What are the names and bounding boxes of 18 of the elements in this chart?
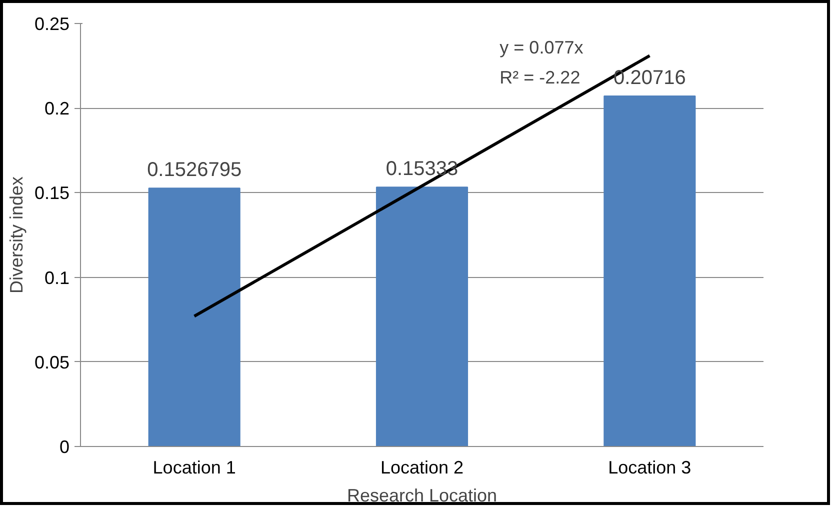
bar — [604, 95, 696, 446]
y-axis-title: Diversity index — [6, 176, 26, 294]
data-label: 0.20716 — [614, 66, 686, 89]
bar — [376, 186, 468, 446]
y-tick-label: 0.1 — [44, 268, 70, 288]
y-tick-label: 0.2 — [44, 98, 70, 119]
x-tick-label: Location 2 — [380, 458, 464, 478]
annotation: y = 0.077x — [500, 38, 584, 58]
y-tick-label: 0.25 — [34, 14, 70, 34]
x-axis-title: Research Location — [346, 486, 498, 506]
x-tick-label: Location 1 — [152, 458, 236, 478]
y-tick-label: 0 — [59, 437, 70, 457]
bar — [148, 188, 240, 446]
y-tick-label: 0.15 — [34, 183, 70, 204]
x-tick-label: Location 3 — [608, 458, 692, 478]
annotation: R² = -2.22 — [500, 68, 580, 88]
data-label: 0.1526795 — [147, 159, 242, 182]
y-tick-label: 0.05 — [34, 352, 70, 372]
